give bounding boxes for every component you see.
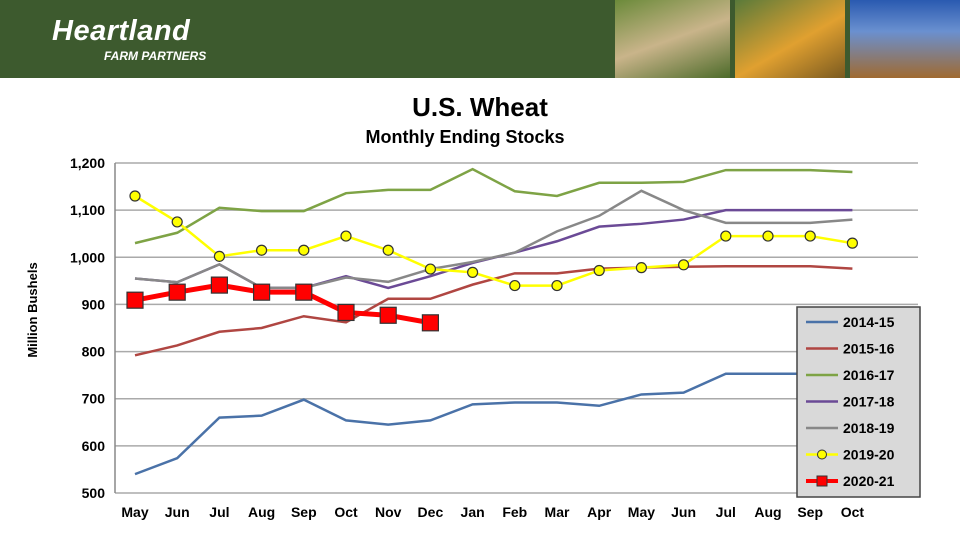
data-point	[551, 279, 563, 292]
x-tick-label: Oct	[334, 504, 358, 520]
cow-photo	[615, 0, 730, 78]
series-line-2018-19	[134, 189, 853, 290]
x-tick-label: Sep	[797, 504, 823, 520]
data-point	[256, 244, 268, 256]
legend-label: 2016-17	[843, 367, 895, 383]
data-point	[253, 283, 271, 301]
data-point	[168, 283, 186, 301]
x-tick-label: Jul	[209, 504, 229, 520]
x-tick-label: Aug	[248, 504, 275, 520]
legend-marker	[817, 449, 827, 460]
series-line-2016-17	[134, 167, 853, 245]
x-tick-label: Jun	[671, 504, 696, 520]
y-tick-label: 1,100	[70, 202, 105, 218]
y-tick-label: 1,200	[70, 155, 105, 171]
x-tick-label: Sep	[291, 504, 317, 520]
legend-marker	[816, 475, 828, 487]
x-tick-label: Nov	[375, 504, 402, 520]
y-tick-label: 500	[82, 485, 106, 501]
data-point	[379, 306, 397, 324]
data-point	[126, 291, 144, 309]
x-tick-label: Aug	[754, 504, 781, 520]
x-tick-label: Dec	[418, 504, 444, 520]
y-tick-label: 600	[82, 438, 106, 454]
x-tick-label: Apr	[587, 504, 612, 520]
x-tick-label: May	[628, 504, 655, 520]
chart-title: U.S. Wheat	[412, 92, 548, 122]
y-tick-label: 800	[82, 344, 106, 360]
brand-logo: Heartland	[52, 15, 191, 47]
soybean-photo	[850, 0, 960, 78]
y-tick-label: 1,000	[70, 249, 105, 265]
x-tick-label: May	[121, 504, 148, 520]
data-point	[467, 266, 479, 278]
data-point	[337, 303, 355, 322]
x-tick-label: Feb	[502, 504, 527, 520]
data-point	[210, 276, 228, 294]
data-point	[171, 216, 183, 228]
data-point	[804, 230, 816, 242]
legend-label: 2017-18	[843, 394, 895, 410]
x-tick-label: Oct	[841, 504, 865, 520]
data-point	[762, 230, 774, 242]
data-point	[635, 262, 648, 274]
x-tick-label: Jul	[716, 504, 736, 520]
data-point	[213, 250, 225, 262]
data-point	[340, 230, 352, 242]
data-point	[424, 263, 436, 275]
legend-label: 2015-16	[843, 341, 895, 357]
x-tick-label: Mar	[545, 504, 570, 520]
data-point	[509, 279, 521, 292]
data-point	[382, 244, 394, 256]
data-point	[846, 237, 859, 249]
legend-label: 2018-19	[843, 420, 895, 436]
data-point	[421, 314, 439, 332]
legend-label: 2019-20	[843, 447, 895, 463]
data-point	[593, 264, 605, 277]
y-tick-label: 900	[82, 296, 106, 312]
x-tick-label: Jun	[165, 504, 190, 520]
series-line-2014-15	[134, 372, 811, 476]
data-point	[677, 259, 690, 271]
y-axis-label: Million Bushels	[25, 262, 40, 357]
legend-label: 2014-15	[843, 314, 895, 330]
corn-photo	[735, 0, 845, 78]
data-point	[298, 244, 310, 256]
data-point	[295, 283, 313, 301]
series-line-2019-20	[134, 194, 853, 287]
data-point	[129, 190, 141, 202]
x-tick-label: Jan	[461, 504, 485, 520]
data-point	[720, 230, 732, 242]
legend: 2014-15 2015-16 2016-17 2017-18 2018-19 2019-…	[796, 306, 921, 498]
legend-label: 2020-21	[843, 473, 895, 489]
chart-subtitle: Monthly Ending Stocks	[365, 127, 565, 147]
header-banner: Heartland FARM PARTNERS	[0, 0, 960, 78]
y-tick-label: 700	[82, 391, 106, 407]
brand-tagline: FARM PARTNERS	[104, 49, 207, 63]
